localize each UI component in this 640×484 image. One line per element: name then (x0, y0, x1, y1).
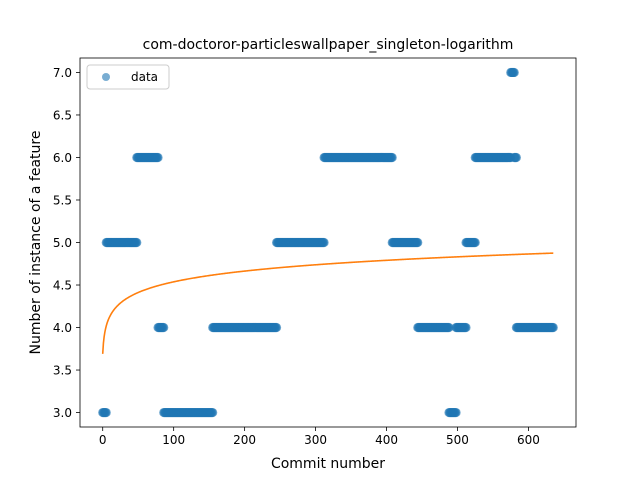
chart-title: com-doctoror-particleswallpaper_singleto… (143, 37, 514, 53)
data-point (548, 322, 558, 333)
y-axis-label: Number of instance of a feature (28, 131, 44, 355)
data-point (159, 322, 169, 333)
y-axis: 3.0 3.5 4.0 4.5 5.0 5.5 6.0 6.5 7.0 (53, 66, 80, 420)
x-tick-label: 100 (162, 433, 185, 447)
x-tick-label: 0 (99, 433, 107, 447)
data-point (387, 152, 397, 163)
x-tick-label: 600 (517, 433, 540, 447)
data-point (461, 322, 471, 333)
x-tick-label: 300 (304, 433, 327, 447)
y-tick-label: 6.5 (53, 108, 72, 122)
data-point (470, 237, 480, 248)
data-point (132, 237, 142, 248)
data-point (319, 237, 329, 248)
y-tick-label: 3.5 (53, 364, 72, 378)
data-layer (98, 67, 558, 418)
data-point (153, 152, 163, 163)
data-point (413, 237, 423, 248)
legend-label-data: data (131, 70, 158, 84)
legend-marker-data (102, 73, 110, 81)
fit-line (101, 252, 554, 354)
legend-box (86, 64, 170, 90)
x-tick-label: 200 (233, 433, 256, 447)
y-tick-label: 7.0 (53, 66, 72, 80)
data-point (509, 67, 519, 78)
x-axis-label: Commit number (271, 456, 385, 472)
y-tick-label: 4.0 (53, 321, 72, 335)
data-point (271, 322, 282, 333)
fit-layer (101, 252, 554, 354)
x-tick-label: 400 (375, 433, 398, 447)
y-tick-label: 6.0 (53, 151, 72, 165)
data-point (444, 322, 454, 333)
x-axis: 0 100 200 300 400 500 600 (99, 427, 540, 447)
y-tick-label: 5.0 (53, 236, 72, 250)
data-point (511, 152, 521, 163)
data-point (208, 407, 218, 418)
y-tick-label: 4.5 (53, 279, 72, 293)
legend: data (86, 64, 170, 90)
data-point (451, 407, 461, 418)
data-point (101, 407, 111, 418)
y-tick-label: 3.0 (53, 406, 72, 420)
x-tick-label: 500 (446, 433, 469, 447)
y-tick-label: 5.5 (53, 193, 72, 207)
